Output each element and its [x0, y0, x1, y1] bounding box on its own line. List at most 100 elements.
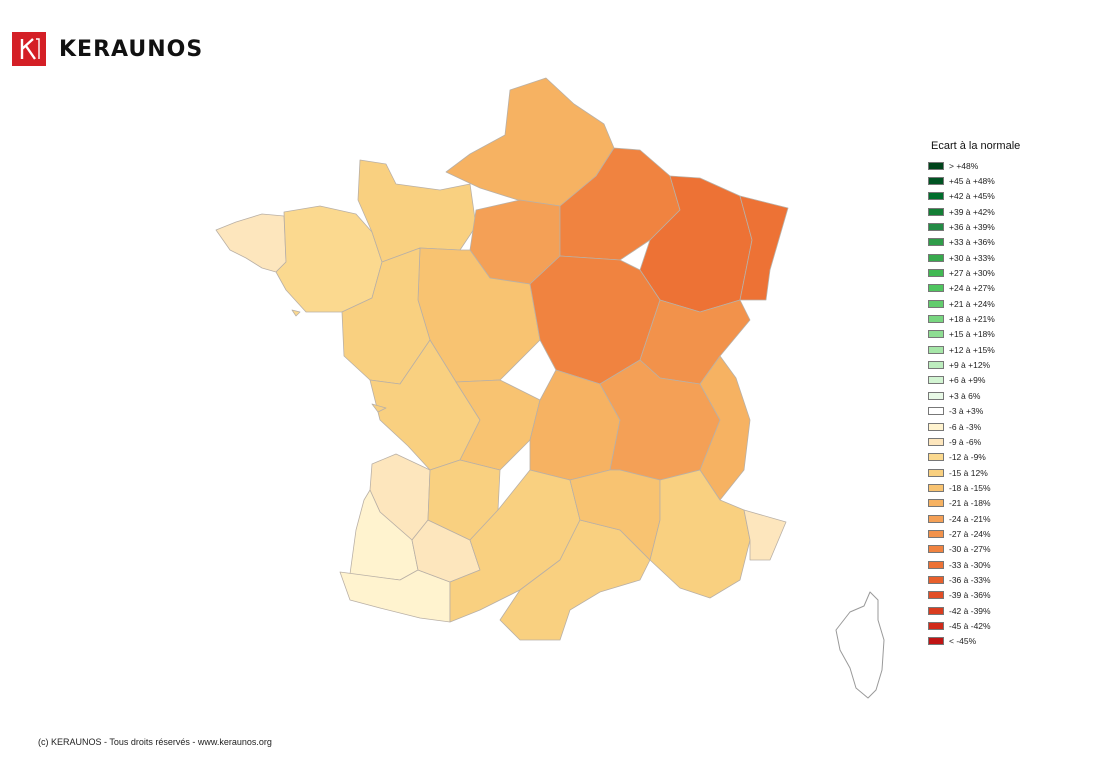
- legend-label: +21 à +24%: [949, 298, 995, 309]
- legend-label: +33 à +36%: [949, 237, 995, 248]
- legend-label: +24 à +27%: [949, 283, 995, 294]
- legend-label: -12 à -9%: [949, 452, 986, 463]
- legend-swatch: [928, 529, 944, 538]
- legend-item: -42 à -39%: [928, 603, 1020, 618]
- legend-swatch: [928, 361, 944, 370]
- legend-label: -9 à -6%: [949, 436, 982, 447]
- legend-swatch: [928, 161, 944, 170]
- legend-label: -45 à -42%: [949, 620, 991, 631]
- legend-item: -15 à 12%: [928, 465, 1020, 480]
- legend-label: +30 à +33%: [949, 252, 995, 263]
- legend-label: +6 à +9%: [949, 375, 986, 386]
- keraunos-logo: KERAUNOS: [12, 32, 203, 66]
- legend-swatch: [928, 545, 944, 554]
- legend-item: +12 à +15%: [928, 342, 1020, 357]
- legend-item: +6 à +9%: [928, 373, 1020, 388]
- legend-swatch: [928, 207, 944, 216]
- legend-item: -24 à -21%: [928, 511, 1020, 526]
- legend-item: > +48%: [928, 158, 1020, 173]
- legend-item: -21 à -18%: [928, 496, 1020, 511]
- legend-item: +45 à +48%: [928, 173, 1020, 188]
- legend-item: +18 à +21%: [928, 311, 1020, 326]
- ile-de-re: [371, 403, 387, 413]
- brand-name: KERAUNOS: [59, 36, 204, 62]
- region-alsace: [739, 195, 789, 301]
- legend-swatch: [928, 269, 944, 278]
- keraunos-logo-icon: [12, 32, 46, 66]
- legend-swatch: [928, 407, 944, 416]
- legend-swatch: [928, 514, 944, 523]
- legend-item: -36 à -33%: [928, 572, 1020, 587]
- legend-label: +36 à +39%: [949, 222, 995, 233]
- legend-swatch: [928, 606, 944, 615]
- region-normandie: [357, 159, 477, 263]
- region-bretagne: [275, 205, 383, 313]
- legend-label: -6 à -3%: [949, 421, 982, 432]
- legend-item: -18 à -15%: [928, 480, 1020, 495]
- region-finistere: [215, 213, 287, 273]
- legend-swatch: [928, 591, 944, 600]
- legend-swatch: [928, 437, 944, 446]
- legend-swatch: [928, 223, 944, 232]
- legend-label: +42 à +45%: [949, 191, 995, 202]
- legend-label: +15 à +18%: [949, 329, 995, 340]
- legend-item: +30 à +33%: [928, 250, 1020, 265]
- legend-label: +9 à +12%: [949, 360, 991, 371]
- legend-item: -9 à -6%: [928, 434, 1020, 449]
- legend-label: -18 à -15%: [949, 482, 991, 493]
- legend-label: -21 à -18%: [949, 498, 991, 509]
- legend-label: -3 à +3%: [949, 406, 984, 417]
- legend-label: +3 à 6%: [949, 390, 981, 401]
- legend-label: -30 à -27%: [949, 544, 991, 555]
- legend-item: -3 à +3%: [928, 404, 1020, 419]
- legend-item: -30 à -27%: [928, 542, 1020, 557]
- region-franche-comte: [639, 299, 751, 385]
- legend-label: +12 à +15%: [949, 344, 995, 355]
- legend-item: +24 à +27%: [928, 281, 1020, 296]
- legend-label: -36 à -33%: [949, 574, 991, 585]
- region-alpes-maritimes: [743, 509, 787, 561]
- legend-title: Ecart à la normale: [931, 140, 1021, 152]
- legend-swatch: [928, 284, 944, 293]
- legend-item: < -45%: [928, 634, 1020, 649]
- belle-ile: [291, 309, 301, 317]
- legend-label: < -45%: [949, 636, 977, 647]
- legend-item: -12 à -9%: [928, 450, 1020, 465]
- legend-item: +9 à +12%: [928, 357, 1020, 372]
- legend-item: +39 à +42%: [928, 204, 1020, 219]
- legend-item: +3 à 6%: [928, 388, 1020, 403]
- legend-item: -33 à -30%: [928, 557, 1020, 572]
- legend-label: -42 à -39%: [949, 605, 991, 616]
- legend-swatch: [928, 499, 944, 508]
- legend-label: -15 à 12%: [949, 467, 988, 478]
- legend-label: -33 à -30%: [949, 559, 991, 570]
- legend-item: -6 à -3%: [928, 419, 1020, 434]
- legend-item: -39 à -36%: [928, 588, 1020, 603]
- legend-item: +36 à +39%: [928, 219, 1020, 234]
- legend-item: +27 à +30%: [928, 265, 1020, 280]
- legend-swatch: [928, 177, 944, 186]
- legend-swatch: [928, 483, 944, 492]
- legend-label: +27 à +30%: [949, 268, 995, 279]
- legend-label: -24 à -21%: [949, 513, 991, 524]
- region-pays-de-la-loire: [341, 247, 431, 385]
- legend-swatch: [928, 422, 944, 431]
- region-provence: [649, 469, 751, 599]
- legend-swatch: [928, 376, 944, 385]
- legend-swatch: [928, 299, 944, 308]
- legend-swatch: [928, 345, 944, 354]
- footer-copyright: (c) KERAUNOS - Tous droits réservés - ww…: [38, 737, 272, 747]
- legend-label: -27 à -24%: [949, 528, 991, 539]
- legend-swatch: [928, 315, 944, 324]
- legend-label: +45 à +48%: [949, 176, 995, 187]
- legend-swatch: [928, 330, 944, 339]
- legend-swatch: [928, 621, 944, 630]
- legend-item: +33 à +36%: [928, 235, 1020, 250]
- region-limousin: [455, 379, 541, 471]
- legend-swatch: [928, 453, 944, 462]
- legend-label: > +48%: [949, 160, 979, 171]
- legend-swatch: [928, 575, 944, 584]
- legend-item: -45 à -42%: [928, 618, 1020, 633]
- legend-item: -27 à -24%: [928, 526, 1020, 541]
